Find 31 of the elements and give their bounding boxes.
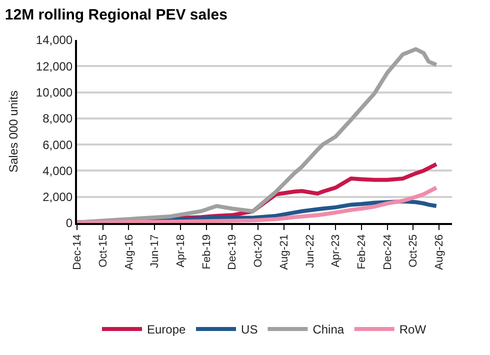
y-tick-label: 4,000: [42, 164, 73, 178]
chart-title: 12M rolling Regional PEV sales: [4, 6, 228, 24]
legend-label: RoW: [399, 322, 427, 337]
legend-label: China: [312, 322, 344, 337]
x-tick-label: Dec-14: [72, 234, 84, 270]
x-tick-label: Jun-17: [149, 234, 162, 268]
y-tick-label: 12,000: [36, 59, 73, 74]
legend-label: US: [241, 322, 258, 337]
y-tick-label: 14,000: [36, 33, 73, 48]
x-tick-label: Aug-26: [434, 234, 446, 270]
x-tick-label: Feb-19: [200, 234, 213, 270]
y-tick-label: 0: [66, 216, 73, 230]
x-tick-label: Aug-16: [123, 234, 136, 270]
line-series: [77, 47, 438, 223]
legend-label: Europe: [147, 322, 186, 337]
y-tick-label: 2,000: [42, 190, 73, 204]
x-tick-label: Oct-25: [408, 234, 420, 268]
x-tick-label: Dec-24: [382, 234, 394, 270]
y-axis-title: Sales 000 units: [6, 90, 21, 173]
x-tick-label: Dec-19: [226, 234, 239, 270]
y-tick-label: 10,000: [36, 85, 73, 100]
y-tick-label: 8,000: [42, 112, 73, 126]
x-tick-label: Oct-15: [97, 234, 110, 268]
x-tick-label: Apr-23: [330, 234, 342, 268]
x-tick-label: Oct-20: [252, 234, 265, 268]
x-tick-label: Apr-18: [174, 234, 187, 268]
x-tick-label: Aug-21: [278, 234, 290, 270]
x-tick-label: Feb-24: [356, 234, 368, 270]
line-series: [77, 186, 438, 223]
x-tick-label: Jun-22: [304, 234, 316, 268]
y-tick-label: 6,000: [42, 138, 73, 152]
